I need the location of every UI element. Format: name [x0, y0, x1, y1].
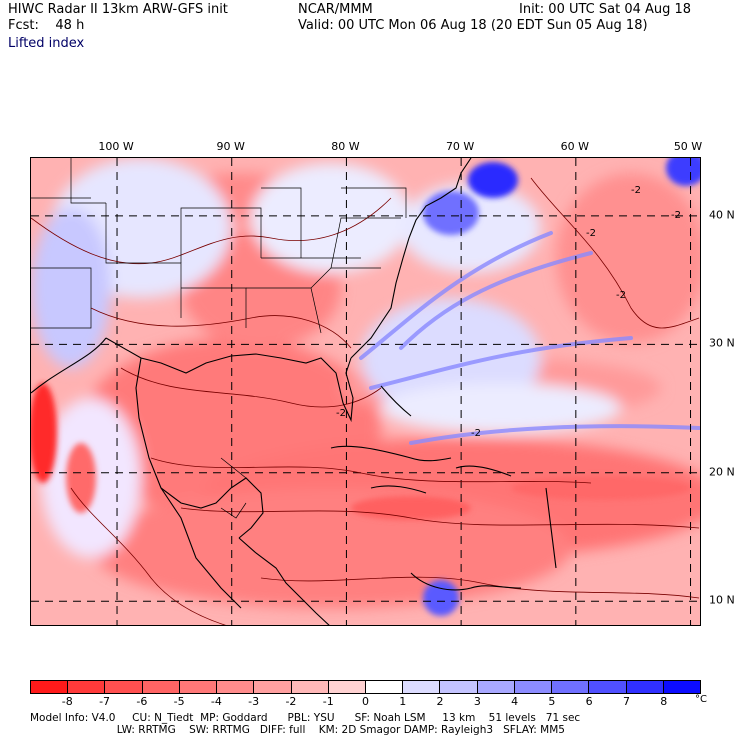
longitude-label: 100 W [98, 140, 134, 153]
political-borders [31, 158, 407, 519]
unit-label: °C [695, 694, 707, 705]
color-scale-tick-label: 4 [511, 695, 519, 708]
color-swatch [105, 681, 143, 693]
color-scale-tick-label: 6 [585, 695, 593, 708]
map-canvas: -2 -2 -2 -2 -2 -2 [31, 158, 700, 625]
contour-lines [31, 177, 700, 625]
longitude-label: 80 W [331, 140, 360, 153]
longitude-label: 70 W [445, 140, 475, 153]
latitude-label: 40 N [709, 208, 735, 222]
model-info-line1: Model Info: V4.0 CU: N_Tiedt MP: Goddard… [30, 712, 581, 724]
model-info-line2: LW: RRTMG SW: RRTMG DIFF: full KM: 2D Sm… [30, 724, 565, 736]
model-title: HIWC Radar II 13km ARW-GFS init [8, 2, 228, 17]
valid-time: Valid: 00 UTC Mon 06 Aug 18 (20 EDT Sun … [298, 18, 648, 33]
color-scale-tick-label: -6 [136, 695, 148, 708]
color-scale-bar [30, 680, 701, 694]
color-swatch [403, 681, 441, 693]
contour-label: -2 [586, 228, 596, 239]
color-swatch [477, 681, 515, 693]
color-scale-tick-label: -8 [61, 695, 73, 708]
longitude-label: 60 W [560, 140, 590, 153]
contour-label: -2 [336, 408, 346, 419]
color-scale-tick-label: -5 [173, 695, 185, 708]
color-swatch [31, 681, 69, 693]
color-swatch [589, 681, 627, 693]
color-swatch [179, 681, 218, 693]
color-scale-tick-label: -3 [248, 695, 260, 708]
color-swatch [328, 681, 366, 693]
longitude-label: 50 W [673, 140, 703, 153]
field-shading [31, 158, 700, 608]
color-scale-tick-label: 5 [548, 695, 556, 708]
coastlines [31, 158, 557, 625]
color-scale-tick-label: -4 [210, 695, 222, 708]
color-scale-tick-label: -1 [322, 695, 334, 708]
stable-filaments [359, 231, 700, 445]
color-swatch [254, 681, 292, 693]
color-swatch [440, 681, 478, 693]
color-swatch [663, 681, 700, 693]
color-scale-tick-label: 0 [362, 695, 369, 708]
contour-labels: -2 -2 -2 -2 -2 -2 [336, 185, 681, 439]
latitude-label: 20 N [709, 465, 735, 479]
init-time: Init: 00 UTC Sat 04 Aug 18 [519, 2, 692, 17]
color-swatch [68, 681, 106, 693]
color-swatch [217, 681, 255, 693]
color-swatch [291, 681, 329, 693]
contour-label: -2 [671, 210, 681, 221]
center-name: NCAR/MMM [298, 2, 373, 17]
contour-label: -2 [631, 185, 641, 196]
contour-label: -2 [616, 290, 626, 301]
color-scale-tick-label: 8 [660, 695, 668, 708]
color-scale-tick-label: -2 [285, 695, 297, 708]
latitude-label: 10 N [709, 593, 735, 607]
color-scale-tick-label: 1 [399, 695, 407, 708]
color-swatch [142, 681, 180, 693]
lifted-index-map: -2 -2 -2 -2 -2 -2 [30, 157, 701, 626]
color-scale-tick-label: -7 [99, 695, 111, 708]
color-swatch [626, 681, 664, 693]
color-swatch [552, 681, 590, 693]
color-scale-tick-label: 7 [622, 695, 630, 708]
latitude-label: 30 N [709, 336, 735, 350]
forecast-hour: Fcst: 48 h [8, 18, 85, 33]
contour-label: -2 [471, 428, 481, 439]
color-swatch [514, 681, 553, 693]
color-scale-tick-label: 2 [436, 695, 444, 708]
field-name: Lifted index [8, 36, 85, 51]
longitude-label: 90 W [216, 140, 245, 153]
color-swatch [365, 681, 404, 693]
strong-features [31, 158, 700, 616]
color-scale-tick-label: 3 [473, 695, 481, 708]
